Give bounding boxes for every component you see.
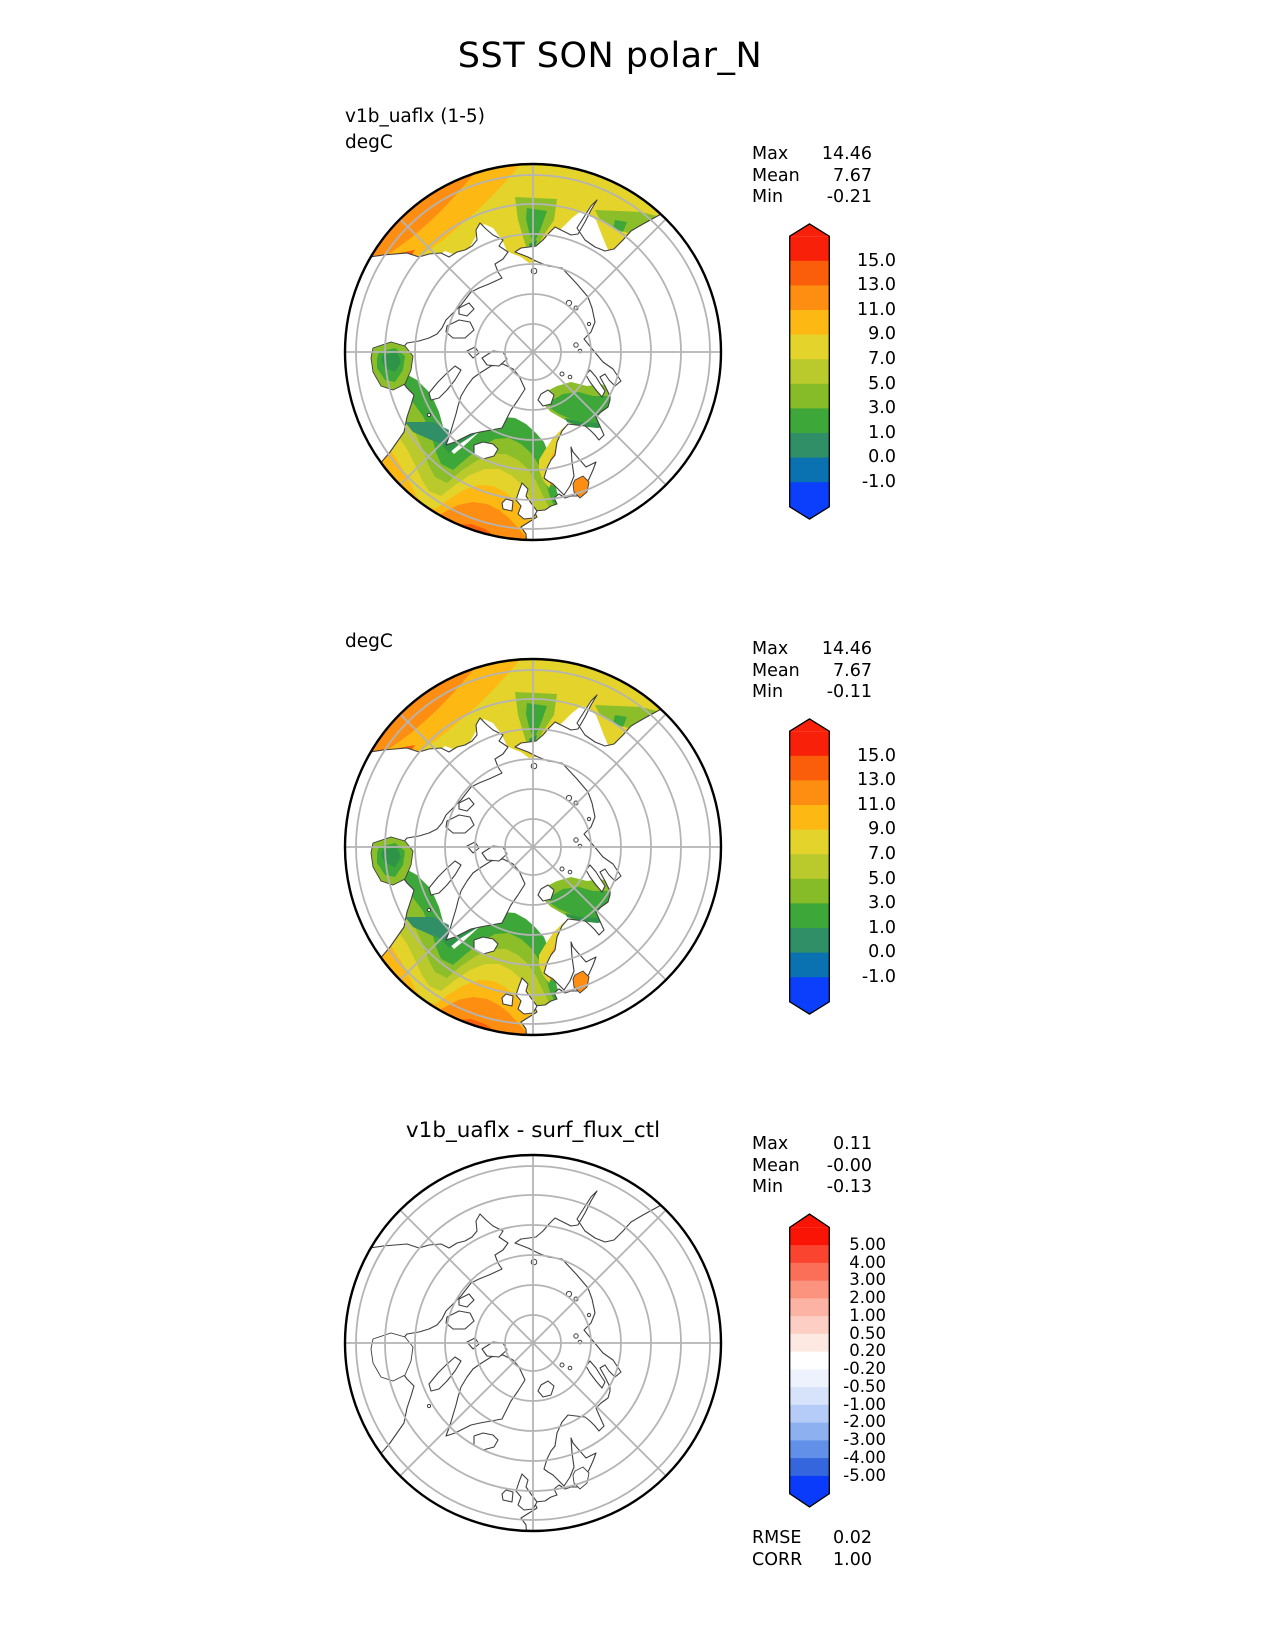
colorbar-svg — [789, 718, 830, 1015]
colorbar-tick-label: 5.00 — [849, 1234, 886, 1254]
stat-label: Max — [752, 1134, 789, 1154]
colorbar-svg — [789, 1213, 830, 1508]
stat-label: Min — [752, 682, 784, 702]
colorbar-tick-label: 15.0 — [857, 745, 896, 766]
stat-label: Max — [752, 639, 789, 659]
panel1-units-label: degC — [345, 132, 393, 153]
stat-value: -0.21 — [826, 187, 872, 207]
polar-map-2 — [343, 657, 723, 1037]
stat-value: 14.46 — [821, 144, 872, 164]
stat-label: Mean — [752, 660, 800, 681]
colorbar-tick-label: -4.00 — [843, 1447, 886, 1467]
colorbar-tick-label: -1.0 — [861, 472, 896, 492]
polar-map-1 — [343, 162, 723, 542]
panel1-label: v1b_uaflx (1-5) degC — [345, 104, 485, 156]
colorbar-tick-label: 2.00 — [849, 1288, 886, 1307]
stat-row: Min -0.21 — [752, 187, 872, 209]
colorbar-tick-label: 0.50 — [849, 1323, 886, 1343]
colorbar-3: 5.00 4.00 3.00 2.00 1.00 0.50 0.20 -0.20 -0.50 -1… — [789, 1213, 886, 1512]
panel2-label: degC — [345, 629, 393, 655]
colorbar-tick-label: 0.0 — [868, 942, 896, 963]
stat-row: Mean 7.67 — [752, 166, 872, 188]
colorbar-tick-label: 3.0 — [868, 398, 896, 419]
stat-row: Mean 7.67 — [752, 661, 872, 683]
colorbar-2: 15.0 13.0 11.0 9.0 7.0 5.0 3.0 1.0 0.0 -1.0 — [789, 718, 896, 1019]
panel3-title: v1b_uaflx - surf_flux_ctl — [405, 1118, 661, 1143]
stat-value: 7.67 — [833, 165, 872, 186]
colorbar-tick-label: 3.00 — [849, 1270, 886, 1290]
stat-value: 7.67 — [833, 660, 872, 681]
stat-label: Min — [752, 187, 784, 207]
stat-value: -0.13 — [826, 1177, 872, 1197]
stat-row: Max 14.46 — [752, 639, 872, 661]
colorbar-tick-label: 1.0 — [868, 422, 896, 443]
colorbar-tick-label: 1.0 — [868, 917, 896, 938]
colorbar-tick-label: 9.0 — [868, 819, 896, 840]
stat-row: RMSE 0.02 — [752, 1528, 872, 1550]
colorbar-tick-label: -1.0 — [861, 967, 896, 987]
polar-map-svg — [343, 657, 723, 1037]
colorbar-tick-label: 9.0 — [868, 324, 896, 345]
stat-value: -0.00 — [826, 1155, 872, 1176]
colorbar-tick-label: 3.0 — [868, 893, 896, 914]
colorbar-tick-label: -2.00 — [843, 1412, 886, 1432]
colorbar-tick-label: 5.0 — [868, 868, 896, 889]
panel1-run-label: v1b_uaflx (1-5) — [345, 106, 485, 127]
colorbar-tick-label: 5.0 — [868, 373, 896, 394]
stat-value: 1.00 — [833, 1549, 872, 1570]
stat-row: Max 0.11 — [752, 1134, 872, 1156]
colorbar-1: 15.0 13.0 11.0 9.0 7.0 5.0 3.0 1.0 0.0 -1.0 — [789, 223, 896, 524]
colorbar-tick-label: -3.00 — [843, 1430, 886, 1449]
colorbar-tick-label: 11.0 — [857, 794, 896, 815]
colorbar-tick-label: 13.0 — [857, 770, 896, 791]
page-title: SST SON polar_N — [457, 36, 763, 76]
stat-row: Max 14.46 — [752, 144, 872, 166]
colorbar-tick-label: 4.00 — [849, 1252, 886, 1272]
colorbar-tick-label: 7.0 — [868, 349, 896, 369]
panel3-stats: Max 0.11 Mean -0.00 Min -0.13 — [752, 1134, 872, 1199]
colorbar-tick-label: -1.00 — [843, 1394, 886, 1414]
stat-label: Max — [752, 144, 789, 164]
colorbar-tick-label: 7.0 — [868, 844, 896, 864]
colorbar-tick-label: 0.20 — [849, 1341, 886, 1361]
stat-label: Mean — [752, 1155, 800, 1176]
stat-row: CORR 1.00 — [752, 1550, 872, 1572]
stat-row: Min -0.13 — [752, 1177, 872, 1199]
polar-map-svg — [343, 162, 723, 542]
colorbar-svg — [789, 223, 830, 520]
colorbar-tick-label: -5.00 — [843, 1465, 886, 1485]
stat-value: -0.11 — [826, 682, 872, 702]
colorbar-tick-label: 1.00 — [849, 1305, 886, 1325]
stat-value: 0.02 — [833, 1528, 872, 1548]
colorbar-tick-label: -0.50 — [843, 1376, 886, 1396]
stat-value: 14.46 — [821, 639, 872, 659]
polar-map-svg — [343, 1153, 723, 1533]
colorbar-tick-label: 11.0 — [857, 299, 896, 320]
panel2-units-label: degC — [345, 631, 393, 652]
colorbar-tick-label: 0.0 — [868, 447, 896, 468]
stat-label: Min — [752, 1177, 784, 1197]
colorbar-tick-label: -0.20 — [843, 1359, 886, 1378]
panel2-stats: Max 14.46 Mean 7.67 Min -0.11 — [752, 639, 872, 704]
stat-label: CORR — [752, 1549, 803, 1570]
polar-map-3 — [343, 1153, 723, 1533]
stat-label: RMSE — [752, 1528, 802, 1548]
panel3-skill-stats: RMSE 0.02 CORR 1.00 — [752, 1528, 872, 1571]
stat-row: Mean -0.00 — [752, 1156, 872, 1178]
stat-row: Min -0.11 — [752, 682, 872, 704]
colorbar-tick-label: 15.0 — [857, 250, 896, 271]
panel1-stats: Max 14.46 Mean 7.67 Min -0.21 — [752, 144, 872, 209]
stat-value: 0.11 — [833, 1134, 872, 1154]
stat-label: Mean — [752, 165, 800, 186]
colorbar-tick-label: 13.0 — [857, 275, 896, 296]
